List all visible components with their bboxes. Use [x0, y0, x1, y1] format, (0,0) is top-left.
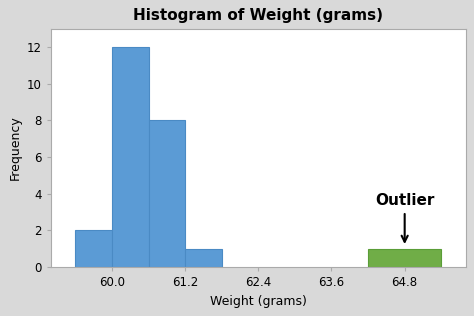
Bar	[185, 249, 222, 267]
Bar	[148, 120, 185, 267]
X-axis label: Weight (grams): Weight (grams)	[210, 295, 307, 308]
Text: Outlier: Outlier	[375, 193, 434, 242]
Bar	[368, 249, 441, 267]
Bar	[112, 47, 148, 267]
Y-axis label: Frequency: Frequency	[9, 116, 21, 180]
Bar	[75, 230, 112, 267]
Title: Histogram of Weight (grams): Histogram of Weight (grams)	[133, 8, 383, 23]
